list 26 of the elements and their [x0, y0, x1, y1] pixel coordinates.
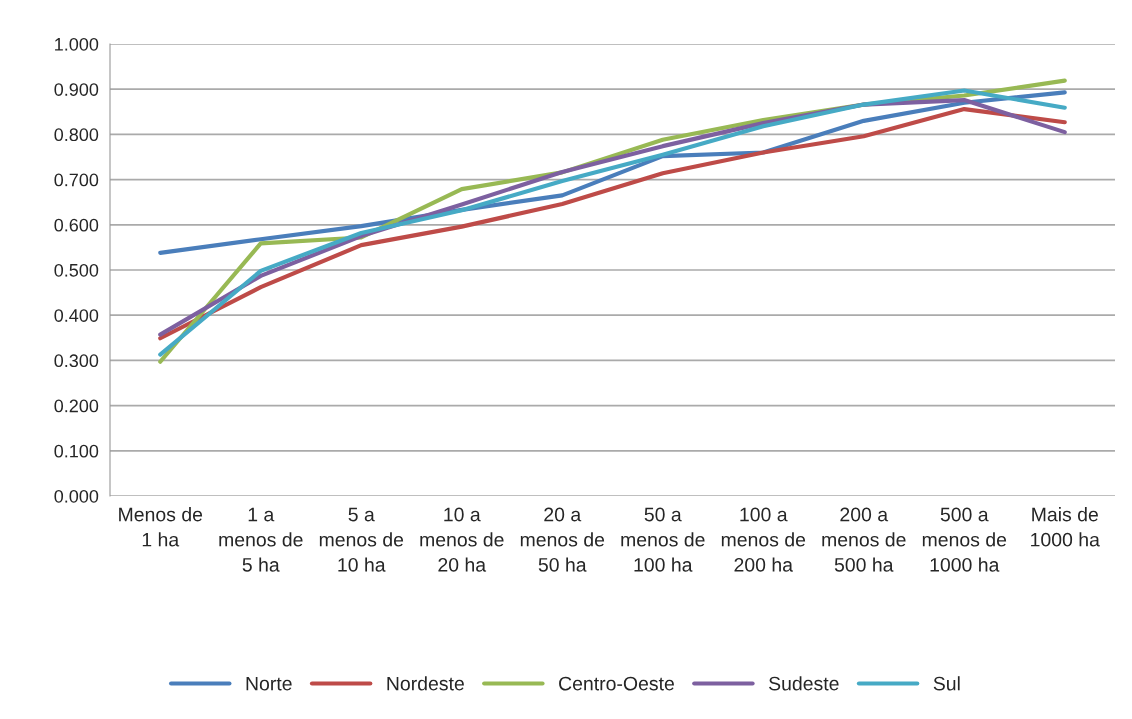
x-tick-label: Menos de 1 ha [119, 507, 203, 547]
y-tick-label: 0.300 [54, 354, 99, 368]
y-tick-label: 0.000 [54, 489, 99, 503]
x-tick-label: 200 a menos de 500 ha [822, 507, 906, 572]
y-tick-label: 0.500 [54, 263, 99, 277]
x-tick-label: 20 a menos de 50 ha [520, 507, 605, 572]
legend-label: Nordeste [387, 676, 464, 691]
x-tick-label: Mais de 1000 ha [1031, 507, 1100, 547]
y-tick-label: 0.900 [54, 83, 99, 96]
y-tick-label: 0.600 [54, 218, 99, 232]
x-tick-label: 1 a menos de 5 ha [219, 507, 303, 572]
x-tick-label: 10 a menos de 20 ha [420, 507, 504, 572]
y-tick-label: 1.000 [55, 37, 99, 51]
legend-label: Sul [933, 676, 960, 691]
x-tick-label: 5 a menos de 10 ha [319, 507, 404, 572]
y-tick-label: 0.200 [54, 399, 99, 413]
y-tick-label: 0.400 [54, 309, 99, 322]
x-tick-label: 100 a menos de 200 ha [721, 507, 806, 572]
legend-label: Sudeste [769, 676, 839, 691]
legend-label: Centro-Oeste [559, 676, 674, 691]
y-tick-label: 0.100 [54, 444, 99, 458]
legend-label: Norte [246, 676, 292, 691]
x-tick-label: 500 a menos de 1000 ha [922, 507, 1007, 572]
x-tick-label: 50 a menos de 100 ha [621, 507, 705, 572]
y-tick-label: 0.700 [54, 173, 99, 187]
y-tick-label: 0.800 [54, 128, 99, 142]
